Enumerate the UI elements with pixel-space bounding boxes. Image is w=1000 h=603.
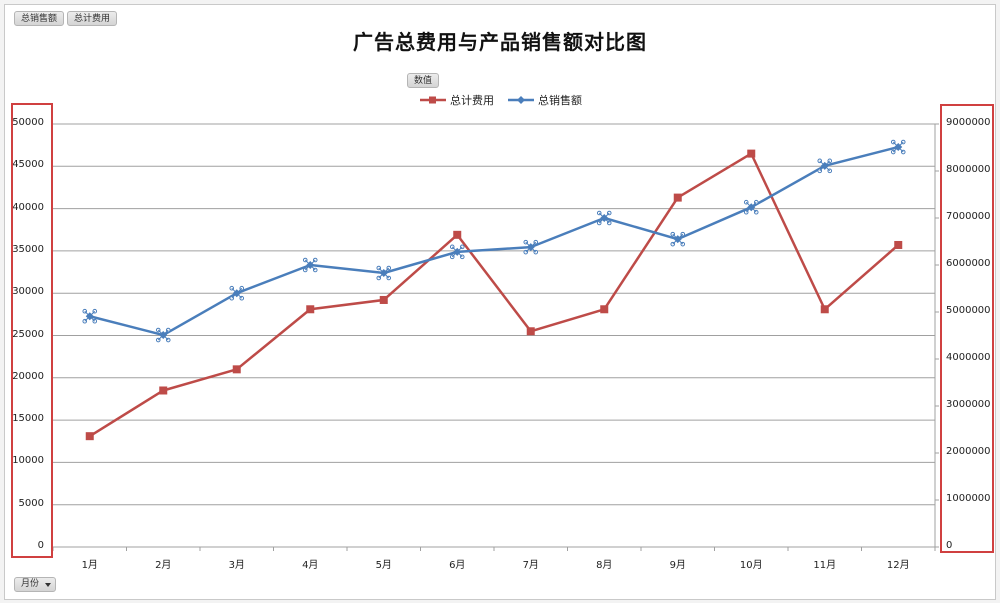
data-point-expense[interactable] — [600, 305, 609, 314]
x-axis-tick-label: 12月 — [886, 560, 910, 571]
legend: 总计费用 总销售额 — [420, 92, 582, 108]
x-axis-tick-label: 11月 — [813, 560, 837, 571]
left-axis-tick-label: 50000 — [12, 117, 44, 128]
dropdown-caret-icon — [45, 582, 52, 587]
right-axis-tick-label: 8000000 — [946, 164, 991, 175]
month-filter-label: 月份 — [21, 579, 40, 589]
chart-title: 广告总费用与产品销售额对比图 — [353, 30, 647, 54]
square-marker-icon — [420, 96, 446, 104]
data-point-expense[interactable] — [747, 149, 756, 158]
right-axis-tick-label: 0 — [946, 540, 953, 551]
x-axis-tick-label: 4月 — [302, 560, 319, 571]
diamond-marker-icon — [508, 96, 534, 104]
series-line-sales[interactable] — [89, 145, 899, 337]
selection-cross — [598, 212, 610, 224]
values-field-button[interactable]: 数值 — [407, 73, 440, 88]
legend-item-expense: 总计费用 — [420, 92, 494, 108]
x-axis-tick-label: 9月 — [669, 560, 686, 571]
x-axis-tick-label: 1月 — [81, 560, 98, 571]
left-axis-tick-label: 0 — [37, 540, 44, 551]
right-axis-tick-label: 9000000 — [946, 117, 991, 128]
data-point-expense[interactable] — [894, 240, 903, 249]
month-filter-button[interactable]: 月份 — [14, 577, 57, 592]
right-axis-tick-label: 1000000 — [946, 493, 991, 504]
x-axis-tick-label: 7月 — [522, 560, 539, 571]
data-point-expense[interactable] — [306, 305, 315, 314]
right-axis-tick-label: 5000000 — [946, 305, 991, 316]
data-point-expense[interactable] — [159, 386, 168, 395]
selection-cross — [745, 201, 757, 213]
selection-cross — [525, 241, 537, 253]
selection-cross — [451, 246, 463, 258]
data-point-expense[interactable] — [526, 327, 535, 336]
x-axis-tick-label: 8月 — [596, 560, 613, 571]
legend-label-sales: 总销售额 — [538, 94, 582, 107]
x-axis-tick-label: 5月 — [375, 560, 392, 571]
legend-item-sales: 总销售额 — [508, 92, 582, 108]
right-axis-tick-label: 2000000 — [946, 446, 991, 457]
x-axis-tick-label: 10月 — [739, 560, 763, 571]
right-axis-highlight-box — [940, 104, 994, 553]
left-axis-tick-label: 30000 — [12, 286, 44, 298]
data-point-expense[interactable] — [85, 432, 94, 441]
selection-cross — [672, 233, 684, 245]
right-axis-tick-label: 7000000 — [946, 211, 991, 222]
data-point-expense[interactable] — [673, 193, 682, 202]
right-axis-tick-label: 4000000 — [946, 352, 991, 363]
series-line-expense[interactable] — [89, 152, 900, 438]
left-axis-tick-label: 15000 — [12, 413, 44, 425]
left-axis-tick-label: 20000 — [12, 370, 44, 382]
left-axis-highlight-box — [11, 103, 53, 558]
data-point-expense[interactable] — [232, 365, 241, 374]
selection-cross — [157, 329, 169, 341]
left-axis-tick-label: 35000 — [12, 243, 44, 255]
field-button-total-expense[interactable]: 总计费用 — [67, 11, 118, 26]
right-axis-tick-label: 3000000 — [946, 399, 991, 410]
left-axis-tick-label: 25000 — [12, 328, 44, 340]
selection-cross — [304, 259, 316, 271]
selection-cross — [231, 287, 243, 299]
left-axis-tick-label: 5000 — [18, 497, 44, 509]
chart-area[interactable] — [4, 4, 996, 600]
x-axis-tick-label: 2月 — [155, 560, 172, 571]
data-point-expense[interactable] — [453, 230, 462, 239]
legend-label-expense: 总计费用 — [450, 94, 494, 107]
left-axis-tick-label: 45000 — [12, 159, 44, 171]
field-button-total-sales[interactable]: 总销售额 — [14, 11, 65, 26]
selection-cross — [892, 141, 904, 153]
right-axis-tick-label: 6000000 — [946, 258, 991, 269]
selection-cross — [819, 160, 831, 172]
selection-cross — [84, 310, 96, 322]
x-axis-tick-label: 6月 — [449, 560, 466, 571]
data-point-expense[interactable] — [820, 305, 829, 314]
left-axis-tick-label: 10000 — [12, 455, 44, 467]
x-axis-tick-label: 3月 — [228, 560, 245, 571]
data-point-expense[interactable] — [379, 295, 388, 304]
left-axis-tick-label: 40000 — [12, 201, 44, 213]
selection-cross — [378, 267, 390, 279]
